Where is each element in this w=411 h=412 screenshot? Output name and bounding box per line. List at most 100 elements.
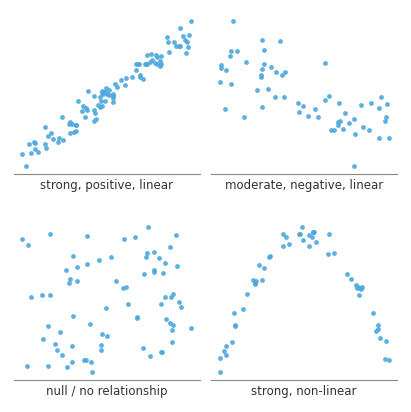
Point — [54, 347, 60, 353]
Point — [159, 269, 166, 276]
Point — [264, 86, 271, 92]
Point — [272, 94, 278, 100]
Point — [325, 250, 332, 257]
Point — [104, 91, 111, 97]
Point — [258, 72, 264, 78]
Point — [167, 320, 173, 326]
Point — [321, 97, 328, 103]
Point — [97, 347, 104, 353]
Point — [151, 267, 157, 274]
Point — [106, 86, 112, 93]
Point — [72, 128, 79, 135]
Point — [358, 101, 364, 108]
Point — [109, 90, 116, 97]
Point — [295, 231, 302, 238]
Point — [125, 301, 132, 307]
Point — [376, 335, 383, 342]
Point — [305, 112, 312, 119]
Point — [309, 229, 316, 235]
Point — [143, 60, 150, 67]
Point — [381, 356, 388, 362]
Point — [118, 77, 125, 83]
Point — [383, 337, 389, 344]
Point — [360, 124, 366, 131]
Point — [176, 42, 182, 49]
Point — [99, 89, 106, 96]
Point — [134, 314, 140, 321]
Point — [83, 356, 90, 363]
Point — [147, 353, 154, 360]
Point — [39, 292, 46, 298]
Point — [176, 43, 183, 49]
Point — [90, 107, 97, 114]
Point — [150, 248, 157, 255]
Point — [186, 32, 192, 39]
Point — [149, 57, 155, 63]
Point — [147, 59, 154, 66]
Point — [232, 322, 238, 328]
Point — [23, 163, 30, 170]
Point — [91, 93, 97, 99]
Point — [137, 72, 144, 79]
Point — [358, 286, 364, 292]
Point — [178, 304, 185, 311]
Point — [259, 37, 266, 43]
Point — [337, 117, 344, 124]
Point — [351, 115, 358, 122]
Point — [65, 120, 72, 127]
Point — [136, 74, 143, 80]
Point — [226, 53, 233, 60]
Point — [141, 271, 147, 277]
Point — [184, 44, 191, 50]
Point — [114, 84, 120, 90]
Point — [188, 18, 195, 24]
Point — [80, 356, 87, 363]
Point — [129, 73, 135, 80]
Point — [35, 148, 42, 155]
Point — [216, 79, 223, 85]
Point — [381, 117, 388, 124]
Point — [72, 122, 79, 129]
Point — [96, 256, 103, 263]
Point — [123, 74, 129, 81]
Point — [56, 134, 62, 141]
Point — [272, 69, 279, 76]
Point — [42, 145, 49, 151]
Point — [98, 88, 105, 95]
Point — [342, 110, 349, 116]
Point — [47, 231, 53, 238]
Point — [122, 283, 129, 290]
Point — [32, 146, 39, 153]
Point — [372, 328, 379, 335]
Point — [229, 18, 236, 24]
Point — [100, 90, 106, 97]
Point — [97, 94, 104, 101]
Point — [355, 284, 361, 291]
Point — [102, 97, 108, 104]
Point — [42, 124, 48, 130]
Point — [63, 267, 69, 273]
Point — [40, 335, 47, 342]
Point — [365, 126, 372, 133]
Point — [56, 328, 63, 335]
Point — [157, 57, 164, 64]
Point — [112, 81, 119, 87]
Point — [97, 98, 104, 104]
Point — [216, 369, 223, 376]
Point — [67, 275, 73, 282]
Point — [158, 301, 164, 307]
Point — [268, 64, 275, 70]
Point — [79, 108, 85, 114]
Point — [347, 276, 354, 282]
Point — [30, 139, 37, 145]
Point — [83, 104, 90, 111]
Point — [253, 277, 260, 284]
Point — [375, 322, 381, 329]
Point — [119, 285, 126, 291]
Point — [70, 313, 77, 319]
Point — [97, 103, 103, 110]
Point — [240, 306, 247, 313]
Point — [156, 255, 162, 261]
Point — [216, 355, 223, 361]
Point — [69, 358, 75, 365]
